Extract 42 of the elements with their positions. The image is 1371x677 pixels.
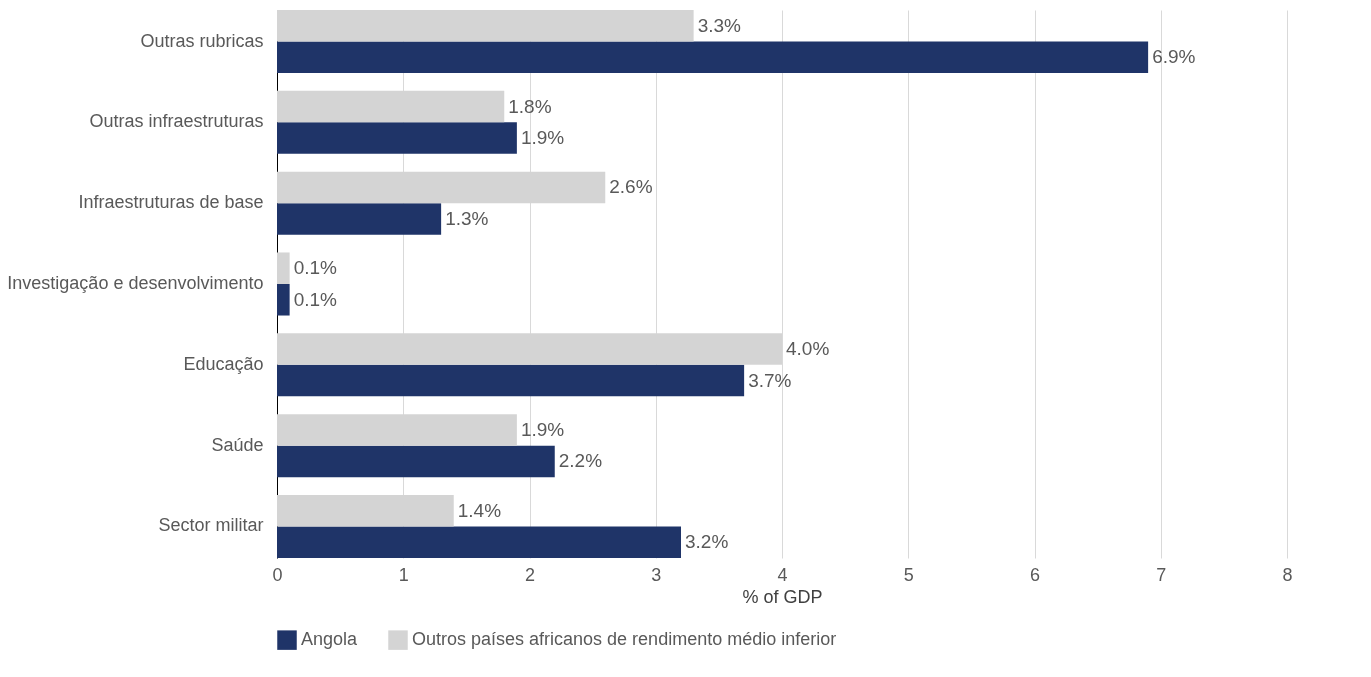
bar: [277, 526, 681, 558]
data-label: 0.1%: [293, 257, 338, 279]
x-tick-label: 5: [903, 564, 914, 585]
legend-label: Angola: [301, 629, 359, 650]
data-label: 2.2%: [558, 450, 603, 472]
data-label: 1.4%: [457, 499, 502, 521]
x-tick-label: 6: [1029, 564, 1041, 585]
legend-label: Outros países africanos de rendimento médio inferior: [412, 629, 837, 650]
x-axis-title: % of GDP: [742, 586, 823, 607]
bar: [277, 203, 442, 235]
x-tick-label: 7: [1156, 564, 1167, 585]
data-label: 1.9%: [520, 418, 565, 440]
data-label: 1.8%: [508, 95, 552, 117]
data-label: 3.3%: [697, 14, 742, 36]
data-label: 4.0%: [786, 338, 830, 360]
data-label: 0.1%: [293, 288, 338, 310]
y-tick-label: Investigação e desenvolvimento: [7, 273, 264, 293]
data-label: 3.2%: [685, 531, 729, 553]
y-tick-label: Outras rubricas: [140, 30, 264, 51]
bar: [277, 41, 1149, 74]
bar: [277, 10, 694, 42]
y-tick-label: Outras infraestruturas: [89, 111, 264, 132]
x-tick-label: 8: [1282, 564, 1293, 585]
data-label: 2.6%: [609, 176, 653, 198]
x-tick-label: 3: [651, 564, 662, 585]
y-tick-label: Sector militar: [158, 515, 264, 536]
y-tick-label: Infraestruturas de base: [78, 192, 264, 213]
x-tick-label: 4: [777, 564, 788, 585]
data-label: 1.3%: [445, 207, 489, 229]
data-label: 6.9%: [1152, 46, 1196, 68]
x-tick-label: 0: [272, 564, 283, 585]
y-tick-label: Saúde: [211, 434, 264, 455]
bar: [277, 252, 290, 284]
data-label: 3.7%: [748, 369, 792, 391]
x-tick-label: 2: [524, 564, 536, 585]
bar: [277, 445, 555, 478]
y-tick-label: Educação: [183, 353, 264, 374]
bar: [277, 284, 290, 316]
bar: [277, 364, 745, 397]
x-tick-label: 1: [398, 564, 409, 585]
bar: [277, 122, 517, 154]
data-label: 1.9%: [520, 127, 565, 149]
